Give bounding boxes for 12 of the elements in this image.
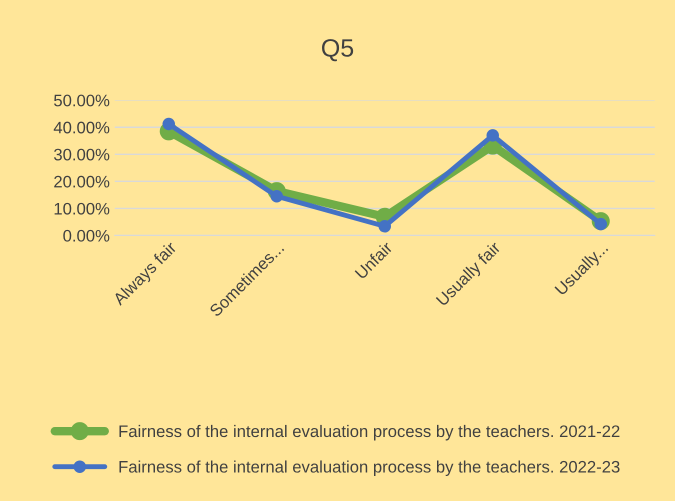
point (486, 129, 499, 142)
point (162, 118, 175, 130)
y-tick-label: 40.00% (54, 122, 110, 134)
legend-label: Fairness of the internal evaluation process by the teachers. 2022-23 (119, 460, 620, 476)
y-tick-label: 50.00% (54, 94, 110, 106)
y-tick-label: 30.00% (54, 148, 110, 161)
point (378, 220, 391, 233)
legend-label: Fairness of the internal evaluation process by the teachers. 2021-22 (119, 424, 620, 440)
chart-title: Q5 (322, 39, 354, 62)
y-tick-label: 10.00% (54, 202, 110, 215)
y-tick-label: 0.00% (63, 230, 110, 242)
y-tick-label: 20.00% (54, 176, 110, 188)
